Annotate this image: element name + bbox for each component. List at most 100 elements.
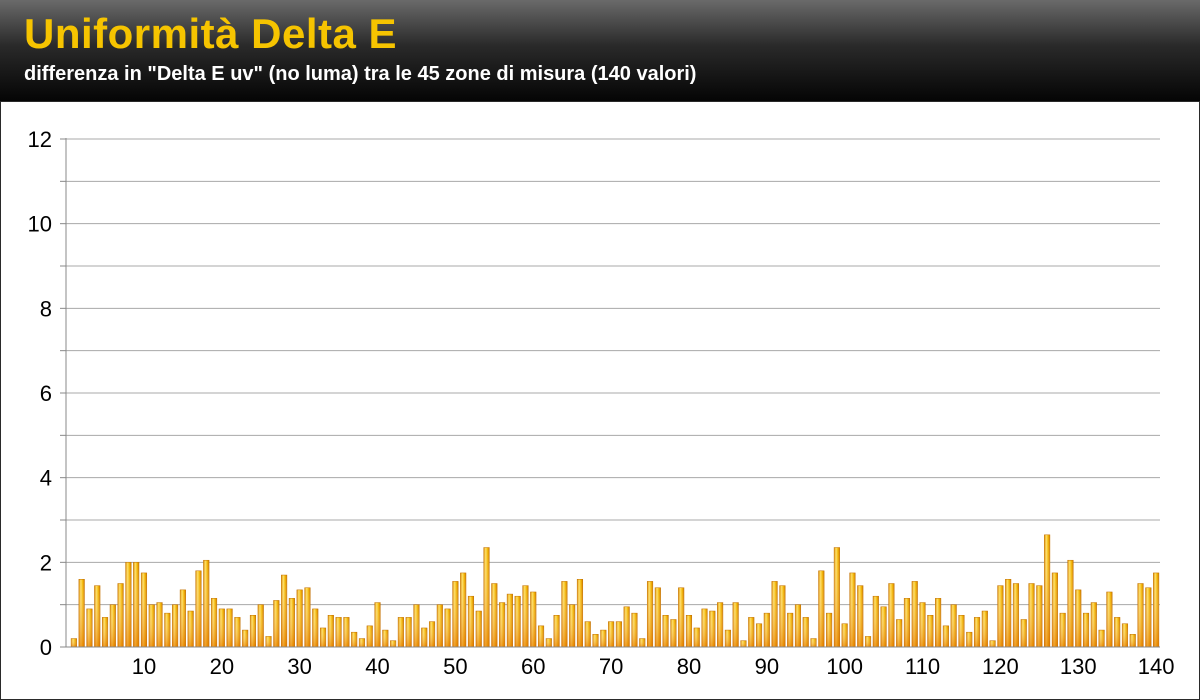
bar-shade: [795, 604, 801, 647]
bar-shade: [133, 562, 139, 647]
bar-shade: [911, 581, 918, 647]
bar-shade: [701, 608, 708, 647]
x-tick-label: 110: [905, 654, 940, 679]
bar-shade: [1122, 623, 1128, 647]
bar-shade: [771, 581, 778, 647]
bar-shade: [717, 602, 723, 647]
bar-shade: [678, 587, 684, 647]
bar-shade: [530, 591, 537, 647]
bar-shade: [577, 579, 583, 647]
bar-shade: [958, 615, 965, 647]
bar-shade: [841, 623, 848, 647]
x-tick-label: 60: [521, 654, 545, 679]
bar-shade: [187, 611, 194, 647]
bar-shade: [86, 608, 93, 647]
bar-shade: [693, 627, 700, 647]
bar-shade: [1153, 572, 1159, 647]
bar-shade: [662, 615, 669, 647]
bar-shade: [522, 585, 529, 647]
x-tick-label: 130: [1060, 654, 1097, 679]
bar-shade: [639, 638, 646, 647]
bar-shade: [110, 604, 116, 647]
bar-shade: [849, 572, 856, 647]
bar-shade: [935, 598, 941, 647]
bar-shade: [437, 604, 443, 647]
bar-shade: [1137, 583, 1144, 647]
bar-shade: [71, 638, 77, 647]
bar-shade: [1059, 613, 1066, 647]
bar-shade: [421, 627, 428, 647]
bar-shade: [468, 596, 474, 647]
bar-shade: [444, 608, 451, 647]
bar-shade: [172, 604, 178, 647]
bar-shade: [950, 604, 957, 647]
bar-shade: [756, 623, 762, 647]
x-tick-label: 140: [1138, 654, 1175, 679]
bar-shade: [219, 608, 225, 647]
bar-shade: [452, 581, 459, 647]
bar-shade: [802, 617, 809, 647]
bar-shade: [584, 621, 591, 647]
x-tick-label: 100: [826, 654, 863, 679]
bar-shade: [709, 611, 716, 647]
bar-shade: [1091, 602, 1097, 647]
bar-shade: [1075, 589, 1082, 647]
chart-title: Uniformità Delta E: [24, 10, 398, 57]
bar-shade: [125, 562, 132, 647]
bar-shade: [748, 617, 755, 647]
bar-shade: [989, 640, 996, 647]
bar-shade: [78, 579, 85, 647]
bar-shade: [156, 602, 163, 647]
bar-shade: [491, 583, 498, 647]
bar-shade: [857, 585, 864, 647]
bar-shade: [779, 585, 786, 647]
bar-shade: [265, 636, 272, 647]
bar-shade: [561, 581, 568, 647]
x-tick-label: 20: [210, 654, 234, 679]
bar-shade: [538, 625, 544, 647]
bar-shade: [296, 589, 303, 647]
bar-shade: [390, 640, 396, 647]
bar-shade: [1083, 613, 1089, 647]
bar-shade: [834, 547, 840, 647]
bar-shade: [234, 617, 241, 647]
bar-shade: [810, 638, 817, 647]
x-tick-label: 80: [677, 654, 701, 679]
bar-shade: [880, 606, 887, 647]
x-tick-label: 120: [982, 654, 1019, 679]
bar-shade: [366, 625, 373, 647]
bar-shade: [413, 604, 420, 647]
bar-shade: [429, 621, 435, 647]
bar-shade: [405, 617, 412, 647]
bar-shade: [514, 596, 521, 647]
x-tick-label: 50: [443, 654, 467, 679]
bar-shade: [1028, 583, 1035, 647]
bar-shade: [141, 572, 147, 647]
bar-shade: [1129, 634, 1136, 647]
bar-shade: [865, 636, 871, 647]
bar-shade: [148, 604, 155, 647]
bar-shade: [592, 634, 599, 647]
bar-shade: [226, 608, 233, 647]
bar-shade: [1106, 591, 1113, 647]
bar-shade: [180, 589, 186, 647]
bar-shade: [289, 598, 295, 647]
y-tick-label: 2: [40, 550, 52, 575]
y-tick-label: 10: [28, 212, 52, 237]
bar-shade: [475, 611, 482, 647]
bar-shade: [304, 587, 311, 647]
bar-shade: [250, 615, 256, 647]
bar-shade: [546, 638, 552, 647]
bar-shade: [787, 613, 793, 647]
bar-shade: [382, 630, 389, 647]
bar-shade: [826, 613, 832, 647]
bar-shade: [483, 547, 490, 647]
bar-shade: [374, 602, 381, 647]
bar-shade: [616, 621, 622, 647]
y-tick-label: 4: [40, 466, 52, 491]
bar-shade: [195, 570, 202, 647]
bar-shade: [982, 611, 988, 647]
bar-shade: [273, 600, 280, 647]
bar-shade: [211, 598, 217, 647]
bar-shade: [320, 627, 326, 647]
